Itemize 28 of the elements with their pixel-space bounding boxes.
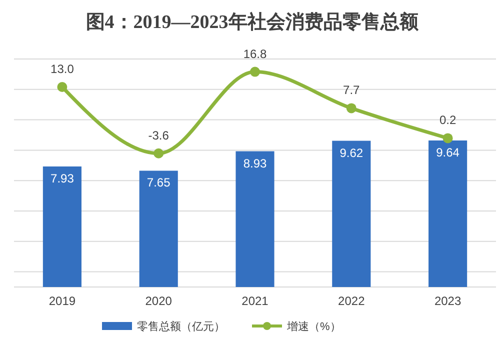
bar (428, 140, 468, 287)
bar (332, 140, 371, 287)
bar (236, 151, 274, 287)
point (57, 82, 68, 92)
data-label: 13.0 (50, 62, 74, 76)
data-label: 16.8 (243, 46, 267, 61)
x-tick-label: 2019 (48, 294, 76, 308)
point (346, 103, 356, 114)
data-label: 8.93 (243, 156, 267, 170)
bar (42, 166, 82, 287)
data-label: 0.2 (439, 113, 456, 128)
x-tick-label: 2023 (434, 294, 462, 308)
legend-label: 零售总额（亿元） (137, 320, 225, 333)
data-label: 7.65 (146, 176, 171, 190)
point (442, 133, 453, 144)
point (250, 66, 260, 77)
data-label: 7.7 (343, 83, 360, 98)
bar (139, 170, 178, 287)
legend-label: 增速（%） (286, 320, 341, 333)
chart-title: 图4：2019—2023年社会消费品零售总额 (86, 11, 420, 33)
data-label: 7.93 (50, 171, 74, 186)
data-label: 9.62 (340, 146, 364, 160)
data-label: -3.6 (148, 128, 170, 142)
x-tick-label: 2021 (242, 294, 269, 308)
data-label: 9.64 (436, 145, 460, 160)
point (154, 148, 164, 158)
x-tick-label: 2022 (338, 294, 366, 308)
x-tick-label: 2020 (145, 294, 172, 308)
